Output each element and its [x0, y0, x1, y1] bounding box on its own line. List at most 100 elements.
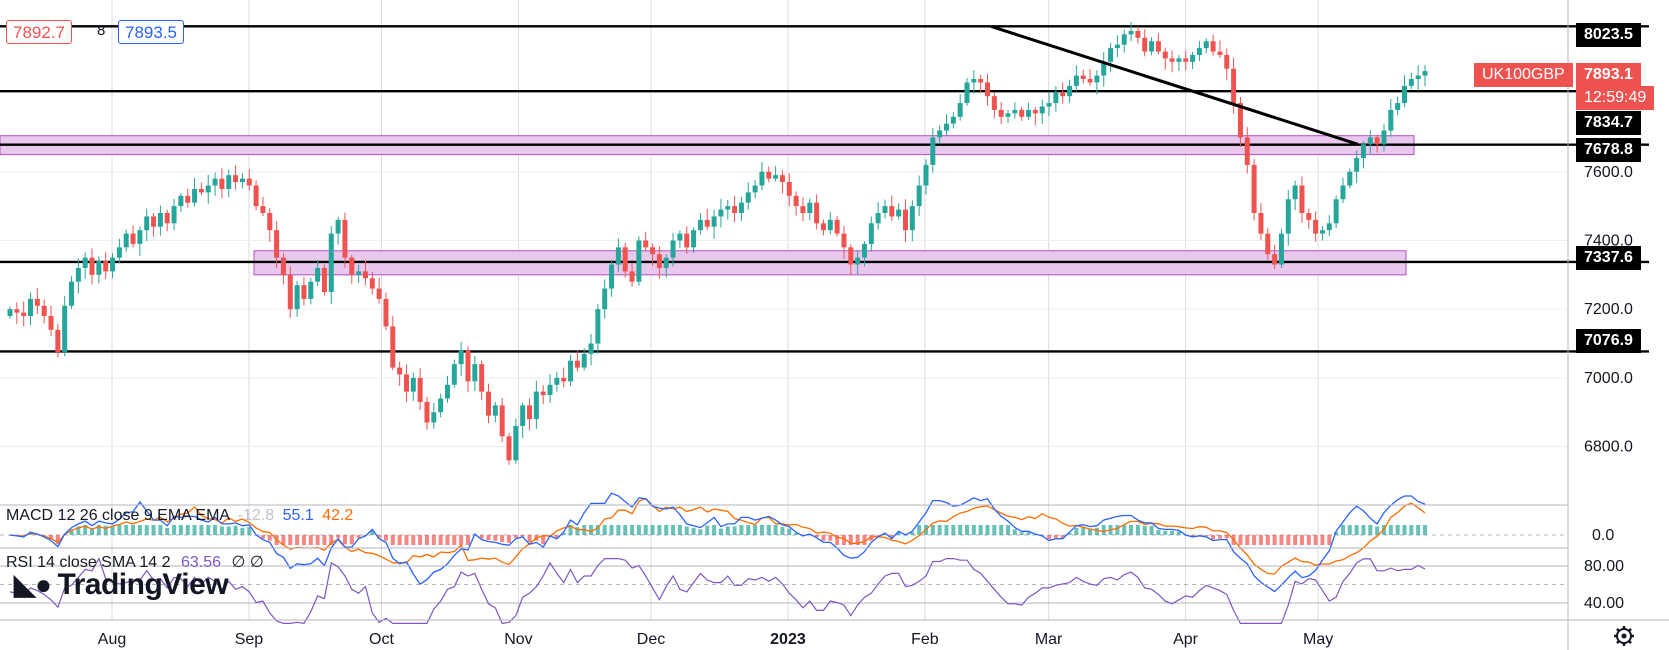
gear-tooth[interactable] [1628, 628, 1632, 632]
macd-histogram-bar [1067, 532, 1072, 535]
candle-body [151, 216, 157, 227]
macd-histogram-bar [965, 525, 970, 535]
macd-histogram-bar [124, 525, 129, 535]
candle-body [1272, 254, 1278, 265]
candle-body [520, 405, 526, 426]
candle-body [1299, 185, 1305, 213]
macd-histogram-bar [1272, 535, 1277, 545]
candle-body [1087, 79, 1093, 83]
candle-body [738, 202, 744, 213]
candle-body [410, 377, 416, 392]
trendline-segment[interactable] [990, 25, 1359, 146]
y-tick-label: 6800.0 [1584, 439, 1633, 456]
gear-tooth[interactable] [1616, 640, 1620, 644]
macd-legend[interactable]: MACD 12 26 close 9 EMA EMA -12.8 55.1 42… [6, 507, 353, 525]
macd-histogram-bar [1122, 525, 1127, 535]
macd-histogram-bar [1074, 527, 1079, 535]
macd-histogram-bar [336, 535, 341, 538]
macd-histogram-bar [178, 525, 183, 535]
macd-histogram-bar [869, 535, 874, 541]
y-tick-label: 7600.0 [1584, 164, 1633, 181]
trendline[interactable] [990, 25, 1359, 146]
settings-gear-icon[interactable] [1614, 626, 1634, 646]
macd-histogram-bar [602, 525, 607, 535]
candle-body [725, 206, 731, 210]
macd-histogram-bar [513, 535, 518, 538]
logo-text: TradingView [57, 568, 229, 601]
y-tick-label: 7400.0 [1584, 232, 1633, 249]
candle-body [321, 267, 327, 293]
candle-body [1408, 79, 1414, 86]
candle-body [889, 206, 895, 217]
macd-histogram-bar [1129, 525, 1134, 535]
buy-price-box[interactable]: 7893.5 [118, 20, 184, 44]
candle-body [957, 103, 963, 117]
macd-histogram-bar [322, 535, 327, 545]
candle-body [110, 257, 116, 272]
candle-body [827, 219, 833, 231]
x-tick-label: Feb [911, 631, 939, 648]
macd-histogram-bar [465, 535, 470, 545]
macd-histogram-bar [554, 535, 559, 538]
macd-histogram-bar [1279, 535, 1284, 545]
macd-histogram-bar [356, 535, 361, 538]
macd-line-value: 55.1 [282, 507, 314, 524]
macd-axis-label: 0.0 [1592, 527, 1614, 544]
candle-body [246, 178, 252, 186]
candle-body [882, 206, 888, 213]
candle-body [492, 405, 498, 416]
macd-histogram-bar [1217, 535, 1222, 539]
rsi-legend[interactable]: RSI 14 close SMA 14 2 63.56 ∅ ∅ [6, 552, 264, 572]
gear-tooth[interactable] [1628, 640, 1632, 644]
candle-body [1108, 48, 1114, 62]
symbol-badge[interactable]: UK100GBP [1474, 63, 1573, 87]
candle-body [773, 175, 779, 179]
candle-body [82, 257, 88, 268]
candle-body [704, 219, 710, 227]
macd-histogram-bar [705, 525, 710, 535]
x-tick-label: Nov [504, 631, 532, 648]
gear-center[interactable] [1621, 633, 1627, 639]
candle-body [315, 267, 321, 282]
macd-histogram-bar [404, 535, 409, 545]
macd-histogram-bar [90, 527, 95, 535]
countdown-badge: 12:59:49 [1576, 86, 1655, 110]
candle-body [998, 109, 1004, 117]
candle-body [48, 316, 54, 330]
macd-histogram-bar [1258, 535, 1263, 545]
level-label-7076: 7076.9 [1576, 329, 1641, 353]
candle-body [1381, 130, 1387, 145]
macd-histogram-bar [1176, 531, 1181, 535]
candle-body [930, 137, 936, 165]
candle-body [732, 206, 738, 213]
candle-body [164, 212, 170, 224]
horizontal-levels[interactable] [0, 25, 1649, 353]
candle-body [663, 257, 669, 268]
candle-body [677, 233, 683, 241]
macd-histogram-bar [725, 526, 730, 535]
macd-histogram-bar [103, 525, 108, 535]
macd-histogram-bar [301, 535, 306, 545]
gear-tooth[interactable] [1616, 628, 1620, 632]
candle-body [212, 178, 218, 186]
candle-body [267, 212, 273, 231]
macd-histogram-bar [370, 530, 375, 535]
tradingview-logo: ◣● TradingView [14, 568, 229, 602]
macd-title: MACD 12 26 close 9 EMA EMA [6, 507, 230, 524]
macd-histogram-bar [862, 535, 867, 545]
candle-body [451, 364, 457, 385]
macd-histogram-bar [315, 535, 320, 545]
candle-body [369, 278, 375, 289]
rsi-axis-label-40: 40.00 [1584, 595, 1624, 612]
macd-line [9, 492, 1426, 593]
candle-body [656, 254, 662, 268]
candle-body [848, 247, 854, 265]
macd-histogram-bar [117, 525, 122, 535]
candle-body [390, 326, 396, 368]
macd-histogram-bar [288, 535, 293, 545]
candle-body [527, 405, 533, 420]
sell-price-box[interactable]: 7892.7 [6, 20, 72, 44]
macd-signal-line [9, 497, 1426, 575]
x-tick-label: Mar [1035, 631, 1063, 648]
